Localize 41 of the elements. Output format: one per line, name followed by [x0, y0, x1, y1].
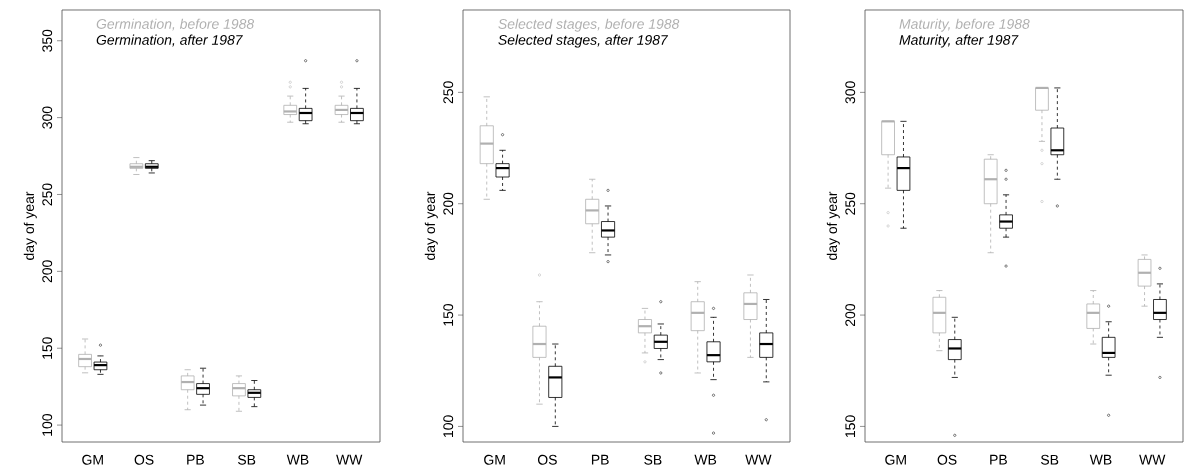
- x-tick-label: SB: [1040, 454, 1059, 465]
- text: Maturity, after 1987: [899, 34, 1019, 48]
- y-tick-label: 200: [42, 260, 53, 283]
- x-tick-label: WB: [286, 454, 309, 465]
- x-tick-label: WW: [1139, 454, 1166, 465]
- y-tick-label: 250: [42, 183, 53, 206]
- x-tick-label: PB: [990, 454, 1007, 465]
- x-tick-label: GM: [885, 454, 906, 465]
- x-tick-label: WW: [336, 454, 363, 465]
- text: Germination, after 1987: [96, 34, 243, 47]
- x-tick-label: PB: [187, 454, 204, 465]
- y-axis-title: day of year: [424, 191, 438, 260]
- y-tick-label: 200: [845, 303, 856, 326]
- text: Maturity, before 1988: [899, 18, 1030, 32]
- text: Selected stages, after 1987: [498, 34, 669, 48]
- y-tick-label: 100: [443, 415, 454, 437]
- x-tick-label: WB: [1089, 454, 1112, 465]
- y-tick-label: 300: [845, 81, 856, 104]
- x-tick-label: GM: [82, 454, 103, 465]
- x-tick-label: OS: [134, 454, 154, 465]
- y-tick-label: 150: [443, 303, 454, 326]
- x-tick-label: OS: [537, 454, 557, 465]
- x-tick-label: WB: [694, 454, 717, 465]
- x-tick-label: OS: [937, 454, 957, 465]
- text: Germination, before 1988: [96, 18, 255, 31]
- x-tick-label: SB: [237, 454, 256, 465]
- x-tick-label: WW: [745, 454, 772, 465]
- y-tick-label: 100: [42, 414, 53, 436]
- text: Selected stages, before 1988: [498, 18, 680, 32]
- y-tick-label: 150: [845, 415, 856, 437]
- y-tick-label: 200: [443, 192, 454, 215]
- x-tick-label: GM: [484, 454, 505, 465]
- y-tick-label: 250: [443, 81, 454, 104]
- y-tick-label: 350: [42, 29, 53, 52]
- y-tick-label: 250: [845, 192, 856, 215]
- y-tick-label: 300: [42, 106, 53, 129]
- y-axis-title: day of year: [826, 191, 840, 260]
- x-tick-label: PB: [591, 454, 609, 465]
- y-tick-label: 150: [42, 337, 53, 359]
- y-axis-title: day of year: [23, 191, 37, 260]
- x-tick-label: SB: [644, 454, 662, 465]
